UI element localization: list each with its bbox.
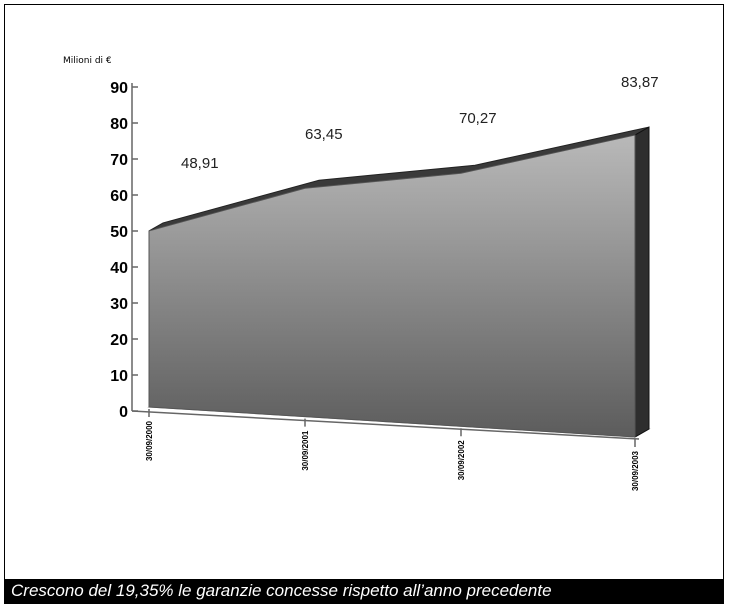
data-label: 83,87: [621, 74, 659, 91]
y-tick-label: 40: [110, 260, 128, 277]
area-series: [148, 134, 636, 438]
x-axis: [131, 410, 640, 440]
y-tick-label: 60: [110, 188, 128, 205]
chart-frame: 0 10 20 30 40 50 60 70 80 90 30/09/2000 30/09/2001 3…: [4, 4, 724, 604]
x-tick-label: 30/09/2002: [457, 440, 466, 481]
area-side: [634, 126, 650, 438]
data-label: 70,27: [459, 110, 497, 127]
y-tick-label: 20: [110, 332, 128, 349]
y-tick-label: 0: [119, 404, 128, 421]
y-tick-label: 70: [110, 152, 128, 169]
chart-caption: Crescono del 19,35% le garanzie concesse…: [5, 579, 723, 603]
y-tick-label: 90: [110, 80, 128, 97]
area-chart: 0 10 20 30 40 50 60 70 80 90 30/09/2000 30/09/2001 3…: [63, 56, 659, 491]
y-tick-label: 80: [110, 116, 128, 133]
unit-label: Milioni di €: [63, 56, 112, 66]
x-tick-label: 30/09/2003: [631, 450, 640, 491]
data-label: 48,91: [181, 155, 219, 172]
data-label: 63,45: [305, 126, 343, 143]
x-tick-label: 30/09/2000: [145, 420, 154, 461]
x-tick-label: 30/09/2001: [301, 430, 310, 471]
y-tick-label: 10: [110, 368, 128, 385]
y-tick-label: 50: [110, 224, 128, 241]
y-tick-label: 30: [110, 296, 128, 313]
